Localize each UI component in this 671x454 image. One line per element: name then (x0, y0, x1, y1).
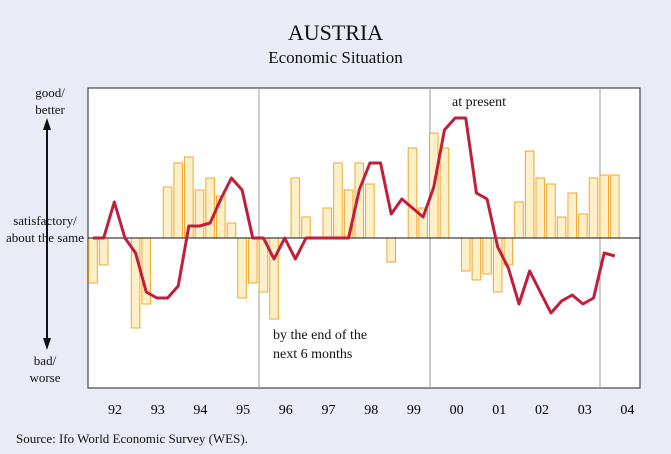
bar (162, 186, 173, 239)
x-tick-label: 01 (492, 403, 506, 418)
bar (556, 216, 567, 239)
arrow-head (43, 118, 51, 130)
bar-annotation: by the end of the next 6 months (273, 328, 368, 362)
bar (514, 201, 524, 239)
x-tick-label: 95 (236, 403, 250, 418)
bar (226, 222, 237, 239)
bar (98, 237, 109, 266)
x-tick-label: 98 (364, 403, 378, 418)
bar (333, 162, 343, 239)
line (93, 116, 616, 315)
x-tick-label: 00 (450, 403, 464, 418)
line-annotation: at present (452, 95, 507, 110)
arrow-head (43, 338, 51, 350)
y-label: bad/ worse (29, 353, 61, 385)
bar (88, 237, 98, 284)
y-label: satisfactory/ about the same (6, 213, 84, 245)
x-tick-label: 99 (407, 403, 421, 418)
bar (535, 177, 546, 239)
bar (194, 189, 205, 239)
bar (237, 237, 247, 299)
bar (290, 177, 301, 239)
source: Source: Ifo World Economic Survey (WES). (16, 431, 248, 446)
x-tick-label: 92 (108, 403, 122, 418)
bar (567, 192, 578, 239)
bar (460, 237, 471, 272)
chart-subtitle: Economic Situation (268, 48, 403, 67)
x-tick-label: 02 (535, 403, 549, 418)
x-tick-label: 97 (322, 403, 336, 418)
bar (588, 177, 599, 239)
bar (386, 237, 396, 263)
bar (247, 237, 258, 284)
chart-title: AUSTRIA (287, 20, 384, 45)
bar (301, 216, 311, 239)
x-tick-label: 04 (620, 403, 634, 418)
bar (610, 174, 620, 239)
x-tick-label: 93 (151, 403, 165, 418)
bar (173, 162, 183, 239)
y-label: good/ better (35, 85, 65, 117)
bar (599, 174, 610, 239)
bar (205, 177, 215, 239)
x-tick-label: 96 (279, 403, 293, 418)
bar (546, 183, 556, 239)
bar (322, 207, 333, 239)
bar (365, 183, 375, 239)
bar (524, 150, 535, 239)
bar (407, 147, 418, 239)
bar (439, 147, 450, 239)
bar (471, 237, 482, 281)
bar (578, 213, 588, 239)
bar (482, 237, 492, 275)
x-tick-label: 03 (578, 403, 592, 418)
x-tick-label: 94 (193, 403, 207, 418)
